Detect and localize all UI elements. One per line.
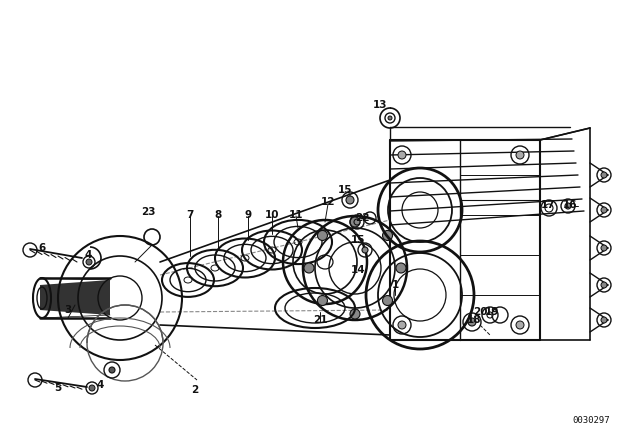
Text: 2: 2 — [191, 385, 198, 395]
Text: 4: 4 — [84, 250, 92, 260]
Circle shape — [350, 217, 360, 227]
Circle shape — [317, 230, 328, 241]
Circle shape — [304, 263, 314, 273]
Text: 23: 23 — [141, 207, 156, 217]
Circle shape — [516, 151, 524, 159]
Circle shape — [383, 230, 392, 241]
Text: 9: 9 — [244, 210, 252, 220]
Circle shape — [350, 309, 360, 319]
Circle shape — [383, 296, 392, 306]
Text: 20: 20 — [473, 307, 487, 317]
Circle shape — [565, 203, 571, 209]
Text: 18: 18 — [467, 315, 481, 325]
Circle shape — [317, 296, 328, 306]
Circle shape — [362, 247, 368, 253]
Circle shape — [89, 385, 95, 391]
Text: 5: 5 — [54, 383, 61, 393]
Text: 3: 3 — [65, 305, 72, 315]
Circle shape — [601, 317, 607, 323]
Text: 21: 21 — [313, 315, 327, 325]
Circle shape — [388, 116, 392, 120]
Circle shape — [109, 367, 115, 373]
Text: 6: 6 — [38, 243, 45, 253]
Circle shape — [398, 321, 406, 329]
Circle shape — [396, 263, 406, 273]
Circle shape — [346, 196, 354, 204]
Text: 17: 17 — [541, 200, 556, 210]
Text: 12: 12 — [321, 197, 335, 207]
Text: 1: 1 — [392, 280, 399, 290]
Text: 15: 15 — [338, 185, 352, 195]
Circle shape — [601, 207, 607, 213]
Text: 11: 11 — [289, 210, 303, 220]
Circle shape — [86, 259, 92, 265]
Text: 14: 14 — [351, 265, 365, 275]
Text: 10: 10 — [265, 210, 279, 220]
Circle shape — [516, 321, 524, 329]
Text: 8: 8 — [214, 210, 221, 220]
Text: 15: 15 — [351, 235, 365, 245]
Text: 13: 13 — [372, 100, 387, 110]
Text: 16: 16 — [563, 200, 577, 210]
Polygon shape — [40, 280, 110, 315]
Circle shape — [398, 151, 406, 159]
Text: 0030297: 0030297 — [572, 416, 610, 425]
Circle shape — [601, 245, 607, 251]
Text: 7: 7 — [186, 210, 194, 220]
Text: 4: 4 — [96, 380, 104, 390]
Text: 22: 22 — [355, 213, 369, 223]
Circle shape — [354, 219, 360, 225]
Text: 19: 19 — [485, 307, 499, 317]
Circle shape — [468, 318, 476, 326]
Circle shape — [601, 172, 607, 178]
Circle shape — [601, 282, 607, 288]
